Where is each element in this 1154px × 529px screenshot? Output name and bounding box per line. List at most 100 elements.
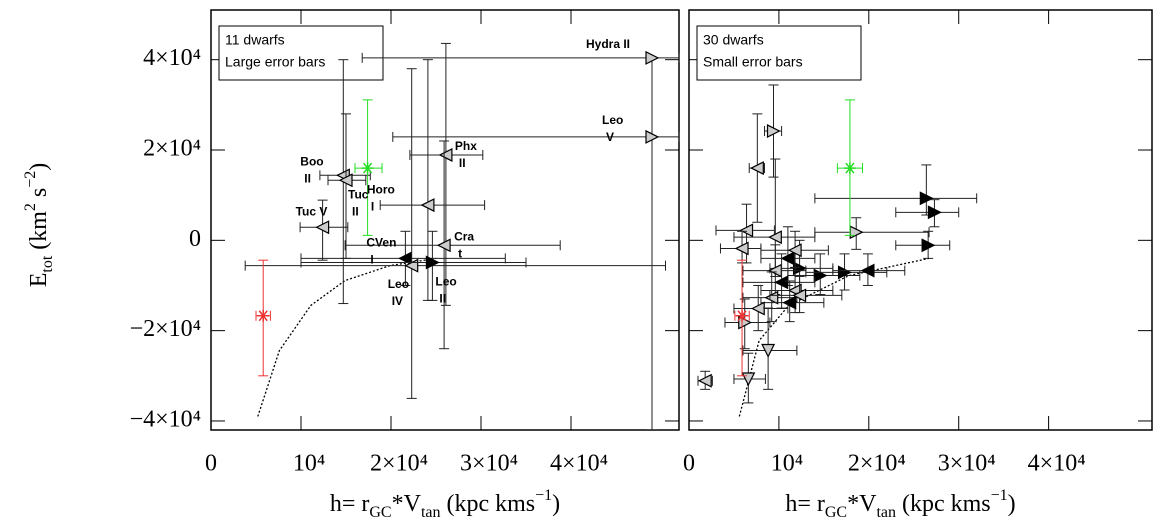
x-tick-label: 4×10⁴	[550, 451, 608, 477]
point	[761, 343, 776, 358]
point-label: Tuc V	[296, 204, 328, 218]
point-label: Horo	[367, 182, 395, 196]
point-label: CVen	[366, 236, 396, 250]
label-part: −2	[22, 171, 39, 188]
point	[780, 251, 795, 266]
label-part: (km	[26, 211, 52, 256]
point	[792, 288, 807, 303]
point	[739, 223, 754, 238]
plot-area	[244, 42, 680, 430]
point-label: Tuc	[348, 187, 369, 201]
label-part: (kpc kms	[896, 491, 991, 517]
point	[792, 261, 807, 276]
point-label: IV	[392, 294, 403, 308]
point	[787, 243, 802, 258]
point-label: t	[458, 246, 462, 260]
label-part: )	[26, 163, 52, 171]
x-tick-label: 3×10⁴	[938, 451, 996, 477]
x-tick-label: 10⁴	[771, 451, 803, 477]
label-part: tan	[421, 504, 441, 521]
point	[361, 162, 374, 175]
x-tick-label: 0	[683, 451, 695, 477]
point-label: II	[352, 204, 359, 218]
legend-box	[218, 25, 384, 81]
plot-frame	[210, 9, 680, 431]
point	[436, 238, 451, 253]
legend-text: 11 dwarfs	[225, 32, 285, 48]
point-label: Leo	[435, 275, 456, 289]
legend-text: 30 dwarfs	[703, 32, 764, 48]
point	[860, 263, 875, 278]
label-part: h= r	[330, 491, 370, 517]
label-part: *V	[392, 491, 422, 517]
point-label: Phx	[455, 139, 477, 153]
point	[767, 230, 782, 245]
x-tick-label: 10⁴	[293, 451, 325, 477]
point	[425, 255, 440, 270]
model-curve	[257, 257, 437, 417]
point-label: II	[304, 171, 311, 185]
y-tick-label: 2×10⁴	[143, 136, 201, 162]
label-part: 2	[22, 203, 39, 211]
plot-area	[697, 84, 978, 417]
point-label: I	[371, 199, 374, 213]
legend-text: Large error bars	[225, 54, 325, 70]
point	[257, 309, 270, 322]
point	[774, 275, 789, 290]
y-axis-label: Etot (km2 s−2)	[22, 163, 56, 288]
plot-frame	[688, 9, 1153, 431]
label-part: tot	[39, 255, 56, 272]
point	[645, 129, 660, 144]
label-part: GC	[825, 504, 847, 521]
point	[921, 238, 936, 253]
x-axis-label: h= rGC*Vtan (kpc kms−1)	[330, 487, 560, 521]
point	[734, 241, 749, 256]
point	[420, 198, 435, 213]
label-part: −1	[535, 487, 552, 504]
y-tick-label: 0	[189, 226, 201, 252]
point	[736, 309, 749, 322]
point-label: Cra	[454, 229, 474, 243]
point	[338, 173, 353, 188]
label-part: GC	[369, 504, 391, 521]
point	[782, 295, 797, 310]
point	[843, 162, 856, 175]
y-tick-label: −2×10⁴	[130, 316, 201, 342]
label-part: E	[26, 273, 52, 288]
point	[315, 220, 330, 235]
point	[919, 191, 934, 206]
y-tick-label: −4×10⁴	[130, 406, 201, 432]
legend-text: Small error bars	[703, 54, 803, 70]
point-label: Leo	[388, 277, 409, 291]
label-part: *V	[847, 491, 877, 517]
x-tick-label: 4×10⁴	[1028, 451, 1086, 477]
label-part: tan	[876, 504, 896, 521]
point	[764, 290, 779, 305]
point-label: Leo	[602, 113, 623, 127]
point-label: II	[459, 156, 466, 170]
x-tick-label: 3×10⁴	[460, 451, 518, 477]
label-part: (kpc kms	[440, 491, 535, 517]
label-part: h= r	[785, 491, 825, 517]
y-tick-label: 4×10⁴	[143, 45, 201, 71]
point	[766, 124, 781, 139]
point	[927, 205, 942, 220]
point-label: I	[370, 253, 373, 267]
x-tick-label: 0	[205, 451, 217, 477]
point-label: II	[439, 292, 446, 306]
point	[645, 50, 660, 65]
point	[837, 265, 852, 280]
point	[697, 373, 712, 388]
x-axis-label: h= rGC*Vtan (kpc kms−1)	[785, 487, 1015, 521]
label-part: −1	[991, 487, 1008, 504]
point-label: Boo	[300, 154, 323, 168]
point	[749, 161, 764, 176]
point-label: V	[606, 130, 614, 144]
x-tick-label: 2×10⁴	[370, 451, 428, 477]
point-label: Hydra II	[586, 37, 630, 51]
x-tick-label: 2×10⁴	[848, 451, 906, 477]
label-part: )	[1008, 491, 1016, 517]
label-part: s	[26, 188, 52, 203]
label-part: )	[552, 491, 560, 517]
